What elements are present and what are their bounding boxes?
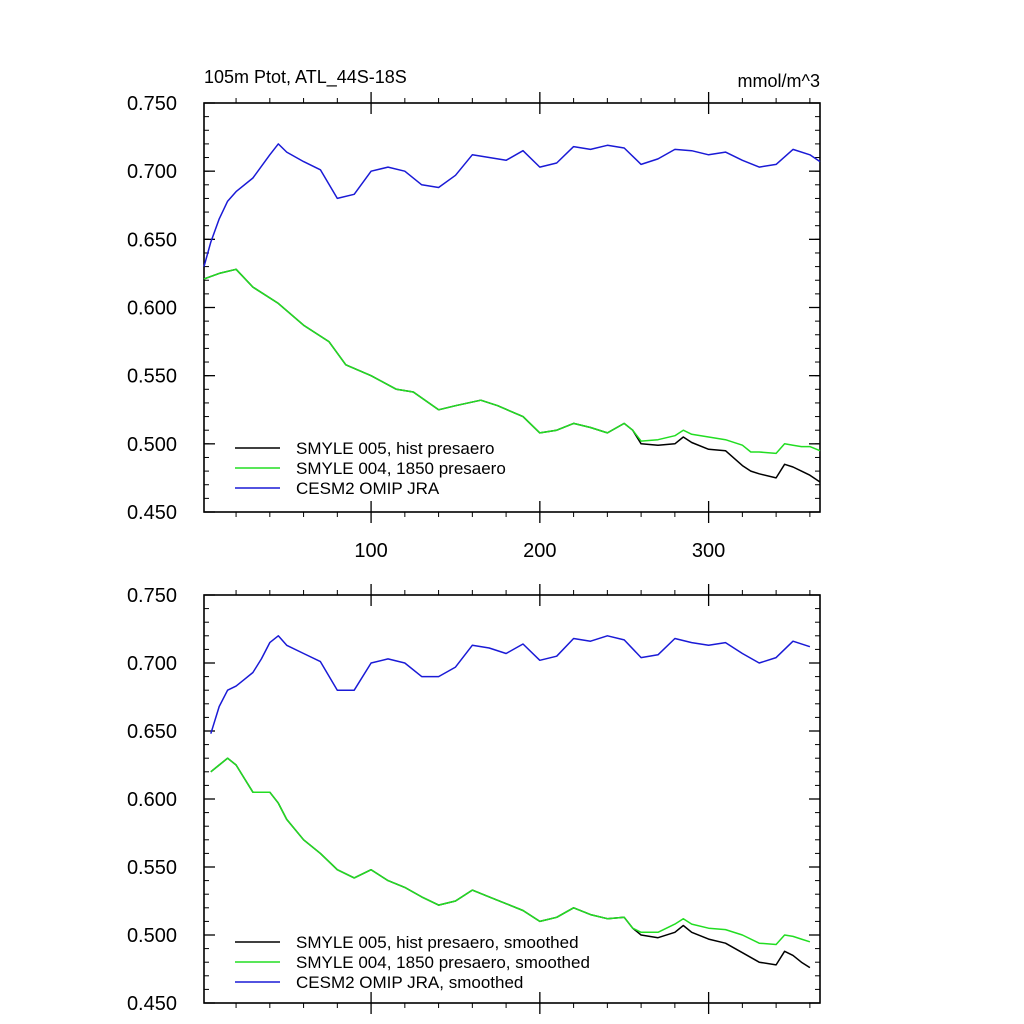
legend-label: SMYLE 005, hist presaero	[296, 439, 494, 458]
y-tick-label: 0.600	[127, 789, 177, 811]
chart-title: 105m Ptot, ATL_44S-18S	[204, 67, 407, 88]
y-tick-label: 0.550	[127, 857, 177, 879]
y-tick-label: 0.450	[127, 993, 177, 1015]
y-tick-label: 0.700	[127, 161, 177, 183]
y-tick-label: 0.750	[127, 93, 177, 115]
y-tick-label: 0.700	[127, 653, 177, 675]
y-tick-label: 0.650	[127, 229, 177, 251]
legend-label: SMYLE 005, hist presaero, smoothed	[296, 933, 579, 952]
y-tick-label: 0.650	[127, 721, 177, 743]
top-panel: 105m Ptot, ATL_44S-18S mmol/m^3 0.450 0.5…	[127, 67, 821, 562]
y-tick-label: 0.600	[127, 298, 177, 320]
y-tick-label: 0.500	[127, 925, 177, 947]
series-line-1	[210, 757, 811, 946]
bottom-panel: 0.450 0.500 0.550 0.600 0.650 0.700 0.750 SMYLE…	[127, 584, 821, 1015]
x-tick-label: 300	[692, 540, 725, 562]
series-line-2	[210, 635, 811, 734]
series-line-1	[203, 268, 821, 455]
x-tick-label: 100	[354, 540, 387, 562]
legend-label: SMYLE 004, 1850 presaero	[296, 459, 506, 478]
legend-label: CESM2 OMIP JRA, smoothed	[296, 973, 523, 992]
y-tick-label: 0.500	[127, 434, 177, 456]
legend-label: SMYLE 004, 1850 presaero, smoothed	[296, 953, 590, 972]
y-tick-label: 0.550	[127, 366, 177, 388]
x-tick-label: 200	[523, 540, 556, 562]
series-line-2	[203, 143, 821, 267]
y-tick-label: 0.450	[127, 502, 177, 524]
legend-label: CESM2 OMIP JRA	[296, 479, 440, 498]
y-tick-label: 0.750	[127, 585, 177, 607]
units-label: mmol/m^3	[738, 71, 820, 91]
